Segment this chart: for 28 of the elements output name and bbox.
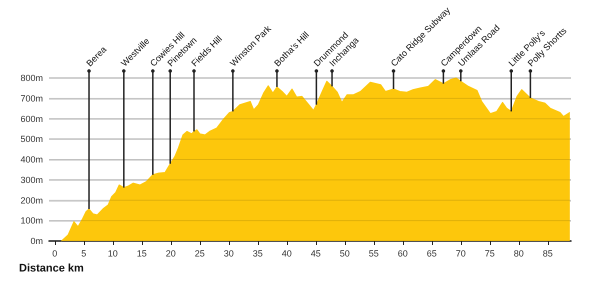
y-tick-label: 700m — [20, 93, 43, 104]
x-tick-label: 50 — [340, 248, 350, 258]
x-tick-label: 45 — [310, 248, 321, 258]
y-tick-label: 600m — [20, 114, 43, 124]
x-tick-label: 30 — [224, 248, 234, 258]
y-tick-label: 400m — [20, 154, 43, 164]
x-tick-label: 65 — [426, 248, 437, 258]
y-tick-label: 200m — [20, 195, 43, 206]
x-axis-title: Distance km — [19, 262, 84, 274]
x-tick-label: 75 — [484, 248, 495, 258]
x-tick-label: 80 — [514, 248, 524, 258]
x-tick-label: 20 — [166, 248, 176, 258]
x-tick-label: 40 — [282, 248, 292, 258]
x-tick-label: 0 — [52, 248, 58, 258]
x-tick-label: 70 — [456, 248, 466, 258]
y-tick-label: 100m — [20, 216, 43, 226]
x-tick-label: 60 — [398, 248, 408, 258]
x-tick-label: 10 — [108, 248, 118, 258]
x-tick-label: 35 — [252, 248, 263, 258]
x-tick-label: 85 — [542, 248, 553, 258]
y-tick-label: 300m — [20, 174, 43, 185]
x-tick-label: 5 — [81, 248, 86, 258]
x-tick-label: 15 — [136, 248, 147, 258]
y-tick-label: 800m — [20, 73, 43, 83]
y-tick-label: 500m — [20, 134, 43, 144]
y-tick-label: 0m — [30, 236, 43, 246]
x-tick-label: 55 — [368, 248, 379, 258]
x-tick-label: 25 — [194, 248, 205, 258]
